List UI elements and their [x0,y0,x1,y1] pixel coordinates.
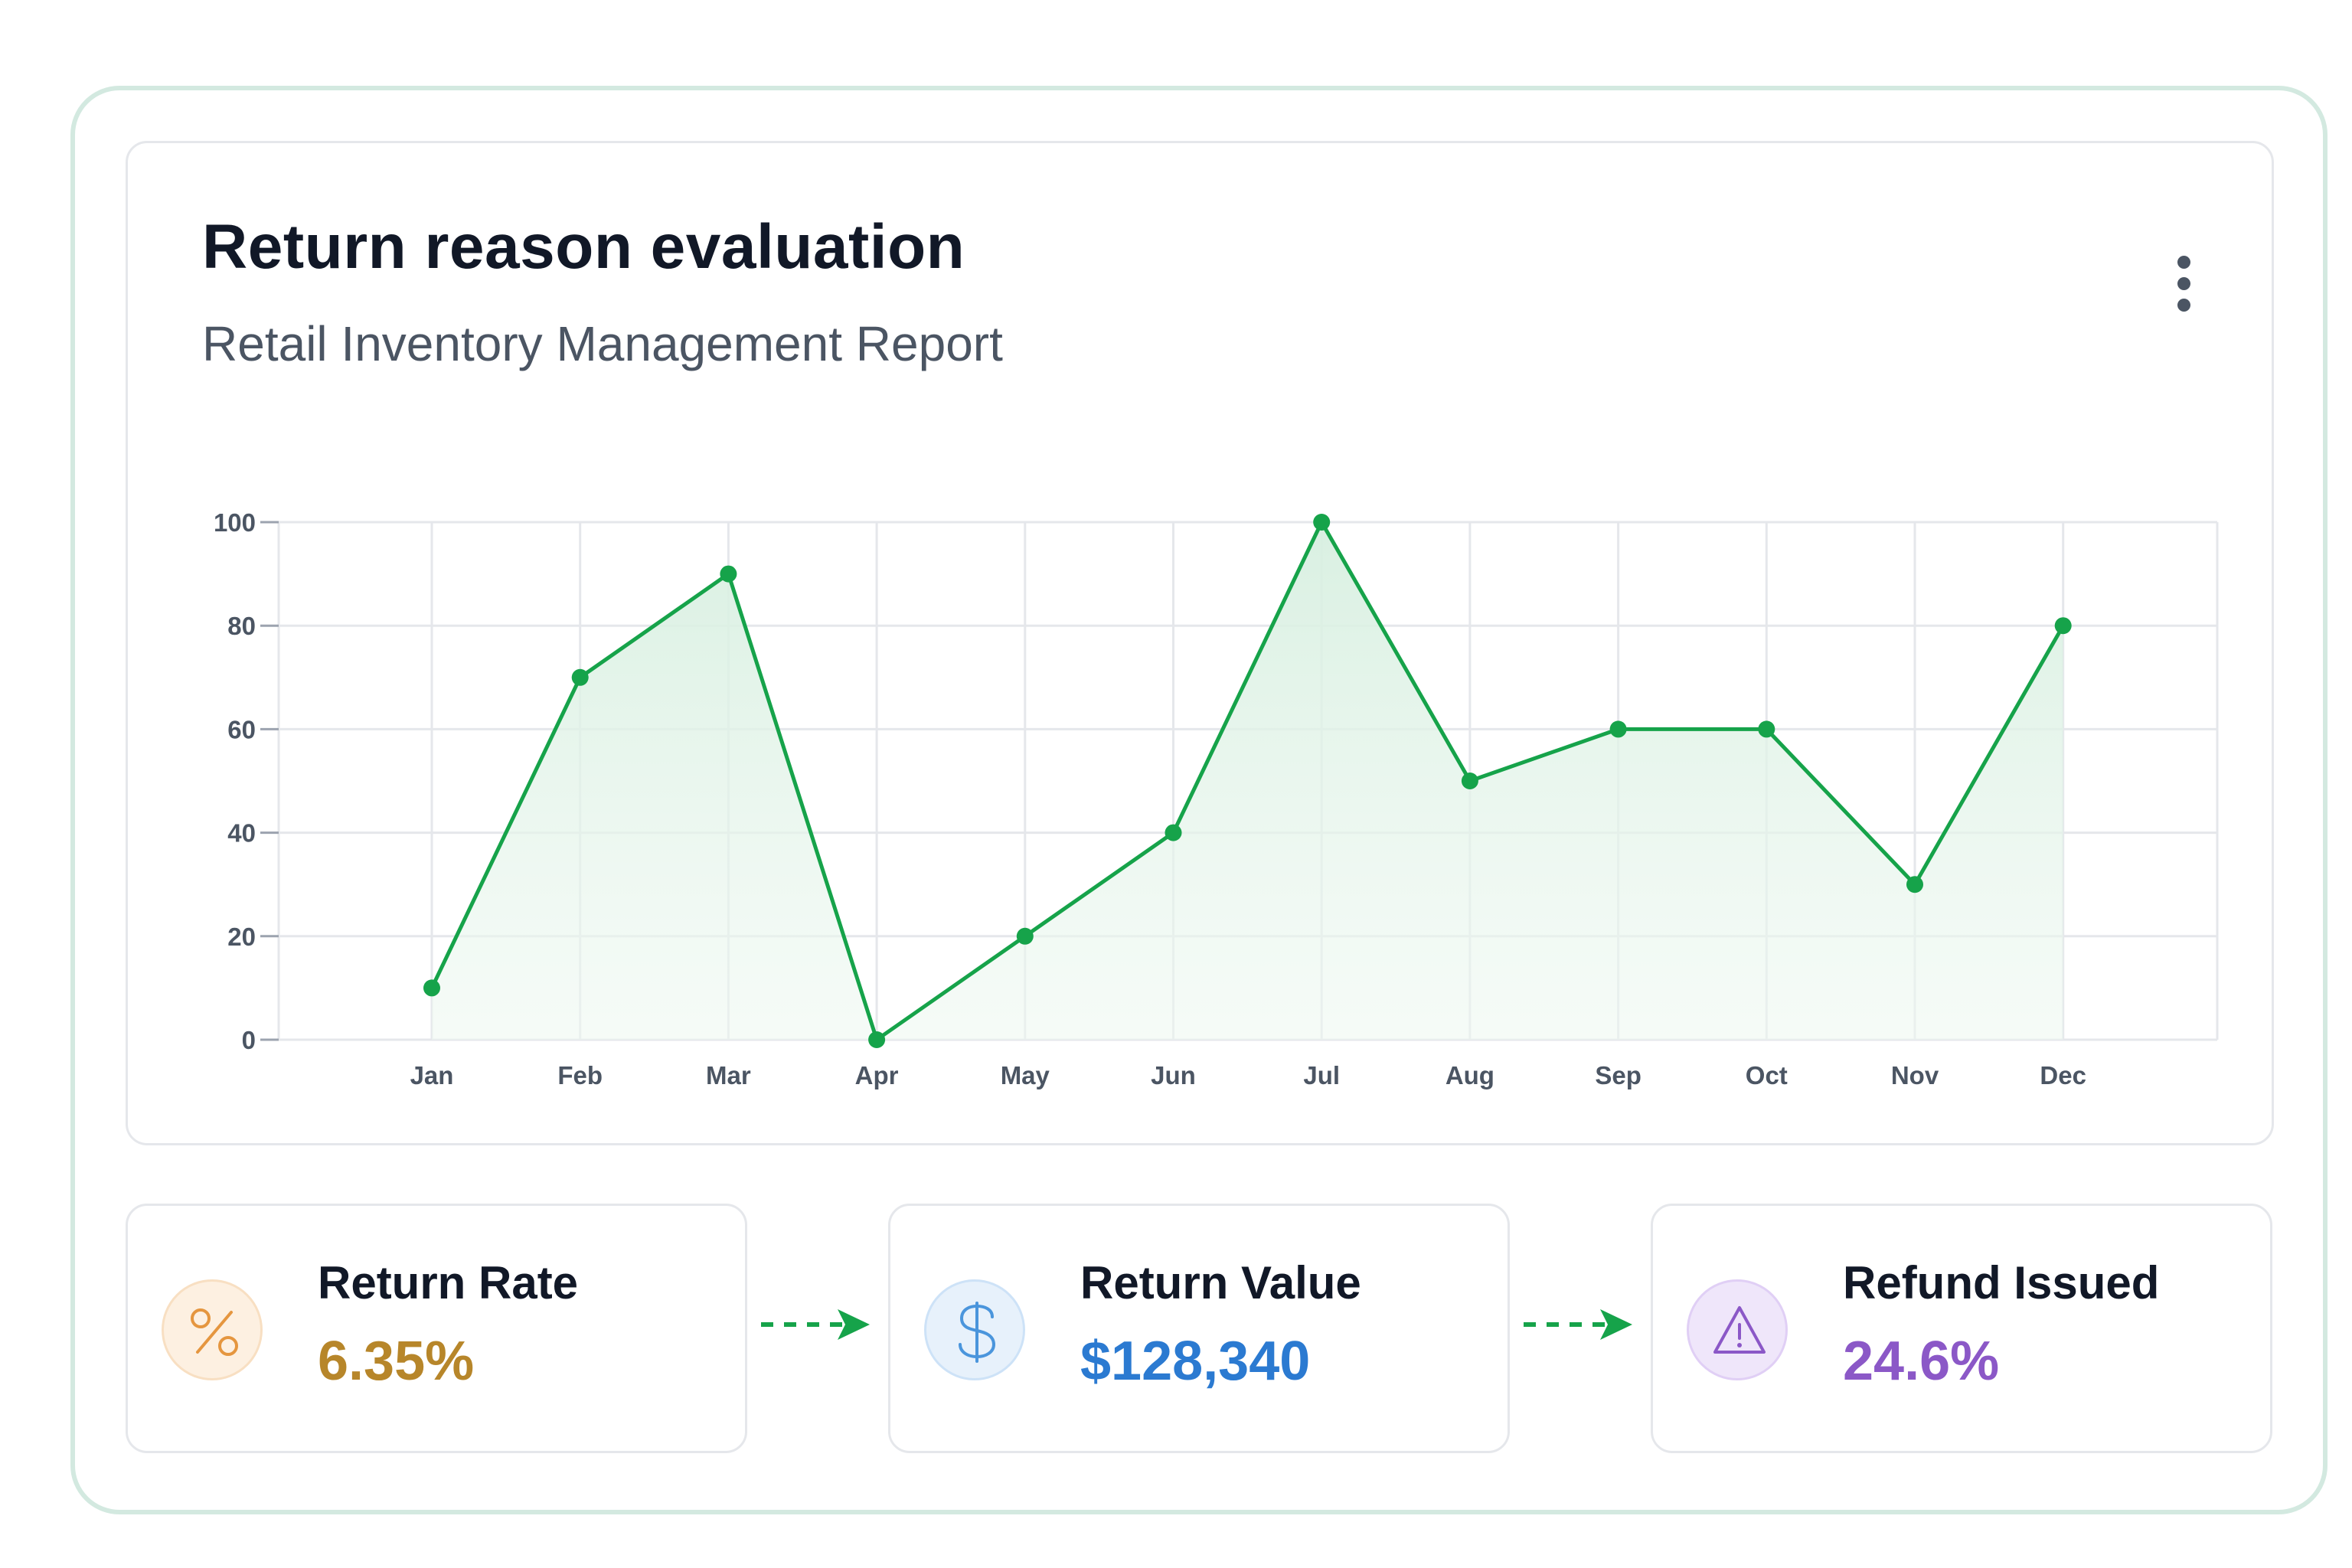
stat-label: Refund Issued [1843,1257,2160,1308]
page-title: Return reason evaluation [202,212,965,282]
stat-value: 24.6% [1843,1331,2000,1392]
series-line [430,520,2065,1042]
page-subtitle: Retail Inventory Management Report [202,316,1003,371]
stat-label: Return Rate [318,1257,579,1308]
x-tick-label: Mar [706,1061,751,1089]
kebab-dot [2177,256,2190,269]
data-point[interactable] [1016,927,1034,945]
stat-card-return-value[interactable]: Return Value $128,340 [888,1204,1510,1453]
kebab-dot [2177,299,2190,312]
data-point[interactable] [423,979,440,997]
data-point[interactable] [720,565,737,583]
y-tick-label: 80 [227,612,256,640]
x-tick-label: Nov [1891,1061,1939,1089]
x-tick-label: Oct [1746,1061,1788,1089]
data-point[interactable] [1313,514,1331,531]
x-tick-label: Sep [1595,1061,1642,1089]
flow-arrow-icon [1524,1309,1632,1340]
data-point[interactable] [571,668,589,686]
data-point[interactable] [1609,720,1627,738]
stat-value: 6.35% [318,1331,475,1392]
y-tick-label: 100 [214,508,256,537]
x-tick-label: Dec [2040,1061,2086,1089]
x-tick-label: May [1001,1061,1050,1089]
percent-icon [162,1279,263,1380]
x-tick-label: Feb [557,1061,603,1089]
stat-label: Return Value [1080,1257,1361,1308]
y-tick-label: 40 [227,819,256,848]
y-tick-label: 20 [227,923,256,951]
stat-card-refund-issued[interactable]: Refund Issued 24.6% [1651,1204,2272,1453]
data-point[interactable] [868,1031,886,1048]
data-point[interactable] [2054,617,2072,635]
x-tick-label: Jun [1151,1061,1196,1089]
y-tick-label: 60 [227,715,256,743]
x-tick-label: Aug [1446,1061,1494,1089]
kebab-dot [2177,277,2190,290]
stat-card-return-rate[interactable]: Return Rate 6.35% [126,1204,747,1453]
x-tick-label: Apr [855,1061,899,1089]
data-point[interactable] [1165,824,1182,841]
warning-icon [1687,1279,1788,1380]
x-tick-label: Jul [1303,1061,1340,1089]
dollar-icon [924,1279,1025,1380]
data-point[interactable] [1461,773,1478,789]
area-fill [432,522,2063,1040]
data-point[interactable] [1906,876,1923,893]
y-tick-label: 0 [242,1026,256,1054]
stat-value: $128,340 [1080,1331,1311,1392]
more-options-button[interactable] [2161,250,2207,318]
data-point[interactable] [1758,720,1775,738]
x-tick-label: Jan [410,1061,454,1089]
flow-arrow-icon [761,1309,870,1340]
